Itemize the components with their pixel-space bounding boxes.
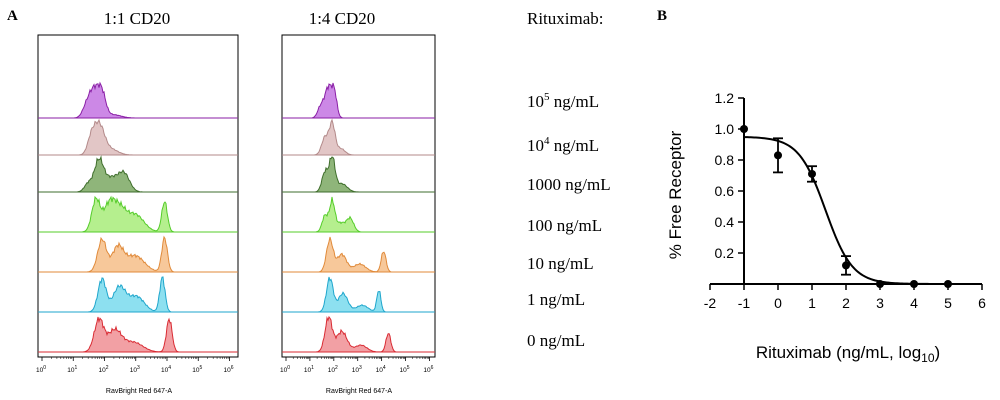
x-tick-label: 4 <box>910 295 918 311</box>
histogram-col1-row-7 <box>39 316 237 353</box>
histogram-tick-label: 105 <box>192 365 202 374</box>
x-tick-label: -1 <box>738 295 751 311</box>
data-point-5 <box>876 280 884 288</box>
histogram-tick-label: 106 <box>223 365 233 374</box>
x-tick-label: 5 <box>944 295 952 311</box>
data-point-1 <box>740 125 748 133</box>
data-point-6 <box>910 280 918 288</box>
histogram-frame-2 <box>281 34 436 358</box>
histogram-col2-row-2 <box>283 118 434 156</box>
dose-response-chart: -2 -1 0 1 2 3 4 5 6 0.2 0.4 0.6 0.8 1.0 1.2 Rituximab (… <box>666 90 986 365</box>
legend-title: Rituximab: <box>527 9 604 28</box>
histogram-col2-row-4 <box>283 196 434 233</box>
histogram-col2-row-3 <box>283 156 434 193</box>
panel-b-letter: B <box>657 8 667 24</box>
histogram-tick-label: 103 <box>130 365 140 374</box>
dose-label-5: 10 ng/mL <box>527 254 594 273</box>
y-tick-label: 0.2 <box>715 245 735 261</box>
dose-label-7: 0 ng/mL <box>527 331 585 350</box>
dose-label-3: 1000 ng/mL <box>527 175 611 194</box>
dose-label-4: 100 ng/mL <box>527 216 602 235</box>
data-point-4 <box>842 261 850 270</box>
y-axis-label: % Free Receptor <box>666 130 685 259</box>
x-tick-label: 0 <box>774 295 782 311</box>
histogram-col1-row-6 <box>39 276 237 313</box>
col-title-1: 1:1 CD20 <box>104 9 171 28</box>
dose-label-6: 1 ng/mL <box>527 290 585 309</box>
histogram-col1-row-2 <box>39 118 237 156</box>
histogram-col2-row-6 <box>283 276 434 313</box>
dose-labels: 105 ng/mL 104 ng/mL 1000 ng/mL 100 ng/mL 10 … <box>527 91 611 350</box>
histogram-tick-label: 102 <box>98 365 108 374</box>
histogram-tick-label: 101 <box>304 365 314 374</box>
y-tick-label: 1.2 <box>715 90 735 106</box>
histogram-tick-label: 100 <box>36 365 46 374</box>
panel-a-letter: A <box>7 8 18 24</box>
y-tick-label: 1.0 <box>715 121 735 137</box>
histogram-col2-row-1 <box>283 82 434 119</box>
histogram-col2-row-7 <box>283 315 434 353</box>
histogram-tick-label: 103 <box>352 365 362 374</box>
data-point-2 <box>774 151 782 160</box>
x-tick-label: 3 <box>876 295 884 311</box>
histogram-tick-label: 105 <box>400 365 410 374</box>
histogram-col1-row-3 <box>39 155 237 193</box>
histogram-x-ticks-1: 100 101 102 103 104 105 106 <box>36 357 234 374</box>
histogram-column-2 <box>282 82 435 353</box>
histogram-x-label-1: RavBright Red 647-A <box>106 388 172 395</box>
y-tick-label: 0.4 <box>715 214 735 230</box>
histogram-column-1 <box>38 81 238 353</box>
data-point-3 <box>808 169 816 178</box>
y-tick-label: 0.6 <box>715 183 735 199</box>
histogram-tick-label: 104 <box>161 365 171 374</box>
histogram-col1-row-5 <box>39 235 237 273</box>
histogram-x-label-2: RavBright Red 647-A <box>326 388 392 395</box>
x-axis-label: Rituximab (ng/mL, log10) <box>756 343 940 365</box>
data-point-7 <box>944 280 952 288</box>
histogram-col1-row-4 <box>39 195 237 233</box>
histogram-col2-row-5 <box>283 236 434 273</box>
histogram-tick-label: 100 <box>280 365 290 374</box>
histogram-tick-label: 106 <box>423 365 433 374</box>
histogram-col1-row-1 <box>39 81 237 119</box>
y-tick-label: 0.8 <box>715 152 735 168</box>
x-tick-label: 6 <box>978 295 986 311</box>
x-tick-label: 1 <box>808 295 816 311</box>
col-title-2: 1:4 CD20 <box>309 9 376 28</box>
x-tick-label: -2 <box>704 295 717 311</box>
histogram-tick-label: 104 <box>376 365 386 374</box>
x-tick-label: 2 <box>842 295 850 311</box>
histogram-frame-1 <box>37 34 239 358</box>
histogram-x-ticks-2: 100 101 102 103 104 105 106 <box>280 357 434 374</box>
dose-label-2: 104 ng/mL <box>527 135 599 155</box>
histogram-tick-label: 101 <box>67 365 77 374</box>
histogram-tick-label: 102 <box>328 365 338 374</box>
dose-label-1: 105 ng/mL <box>527 91 599 111</box>
